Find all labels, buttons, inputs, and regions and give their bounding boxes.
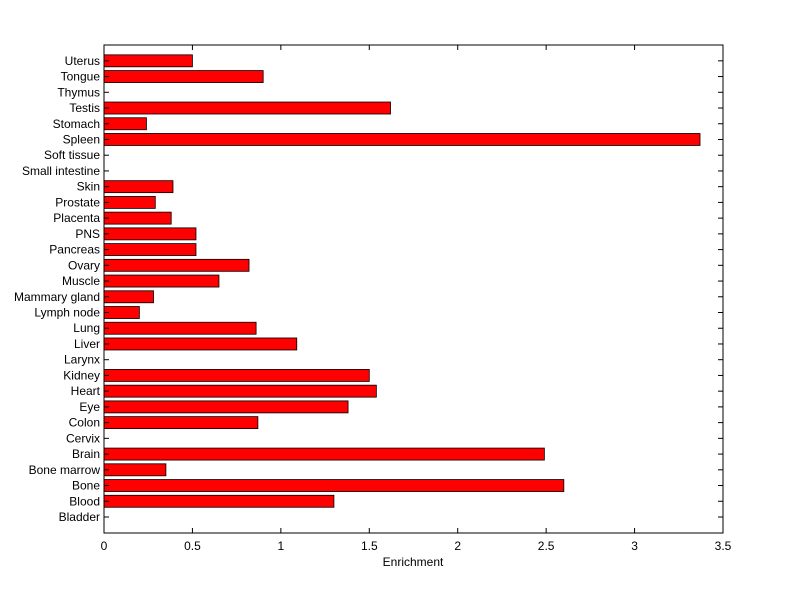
y-tick-label: Placenta (53, 211, 100, 225)
bar-mammary-gland (103, 290, 154, 304)
bar-pns (103, 227, 197, 241)
y-tick-label: Tongue (61, 70, 101, 84)
x-axis-title: Enrichment (383, 555, 444, 569)
x-ticks-group: 0 0.5 1 1.5 2 2.5 3 3.5 (101, 45, 732, 553)
bar-stomach (103, 117, 147, 131)
y-tick-label: Colon (69, 416, 100, 430)
y-tick-label: Lung (73, 321, 100, 335)
y-tick-label: Muscle (62, 274, 100, 288)
x-tick-label: 3 (631, 539, 638, 553)
bar-bone (103, 479, 565, 492)
x-tick-label: 0 (101, 539, 108, 553)
bar-eye (103, 400, 349, 414)
bar-pancreas (103, 243, 197, 256)
y-tick-label: Larynx (64, 353, 100, 367)
y-tick-label: Stomach (53, 117, 100, 131)
y-tick-label: Uterus (65, 54, 100, 68)
y-tick-label: Thymus (57, 85, 100, 99)
x-tick-label: 0.5 (184, 539, 201, 553)
bar-muscle (103, 274, 220, 288)
y-tick-label: Small intestine (22, 164, 100, 178)
bar-lymph-node (103, 306, 140, 319)
y-tick-label: Eye (79, 400, 100, 414)
y-tick-label: Blood (69, 494, 100, 508)
bar-heart (103, 384, 377, 398)
bar-kidney (103, 369, 370, 382)
x-tick-label: 2.5 (538, 539, 555, 553)
y-tick-label: Pancreas (49, 243, 100, 257)
y-tick-label: Prostate (55, 195, 100, 209)
y-tick-label: Liver (74, 337, 100, 351)
y-tick-label: Skin (77, 180, 100, 194)
y-tick-label: Spleen (63, 132, 100, 146)
bar-placenta (103, 211, 172, 225)
y-tick-label: Lymph node (34, 306, 100, 320)
bar-spleen (103, 133, 701, 146)
plot-frame (103, 44, 724, 534)
x-tick-label: 1.5 (361, 539, 378, 553)
bar-ovary (103, 258, 250, 272)
bar-uterus (103, 54, 193, 68)
y-tick-label: Cervix (66, 431, 100, 445)
y-tick-label: Testis (69, 101, 100, 115)
y-tick-label: Bone marrow (29, 463, 101, 477)
y-tick-label: Bladder (59, 510, 100, 524)
y-tick-label: Heart (71, 384, 101, 398)
y-tick-label: PNS (75, 227, 100, 241)
x-tick-label: 2 (454, 539, 461, 553)
bar-skin (103, 180, 174, 194)
bar-tongue (103, 70, 264, 83)
y-tick-label: Bone (72, 479, 100, 493)
bar-bone-marrow (103, 463, 167, 477)
bar-liver (103, 337, 298, 351)
bar-brain (103, 447, 545, 461)
y-tick-label: Mammary gland (14, 290, 100, 304)
x-tick-label: 3.5 (715, 539, 732, 553)
bar-colon (103, 416, 259, 430)
y-tick-label: Soft tissue (44, 148, 100, 162)
bar-lung (103, 321, 257, 335)
y-tick-label: Brain (72, 447, 100, 461)
bar-prostate (103, 195, 156, 209)
y-tick-label: Ovary (68, 258, 100, 272)
y-tick-label: Kidney (63, 368, 100, 382)
bar-blood (103, 494, 335, 508)
x-tick-label: 1 (278, 539, 285, 553)
bar-testis (103, 101, 391, 115)
